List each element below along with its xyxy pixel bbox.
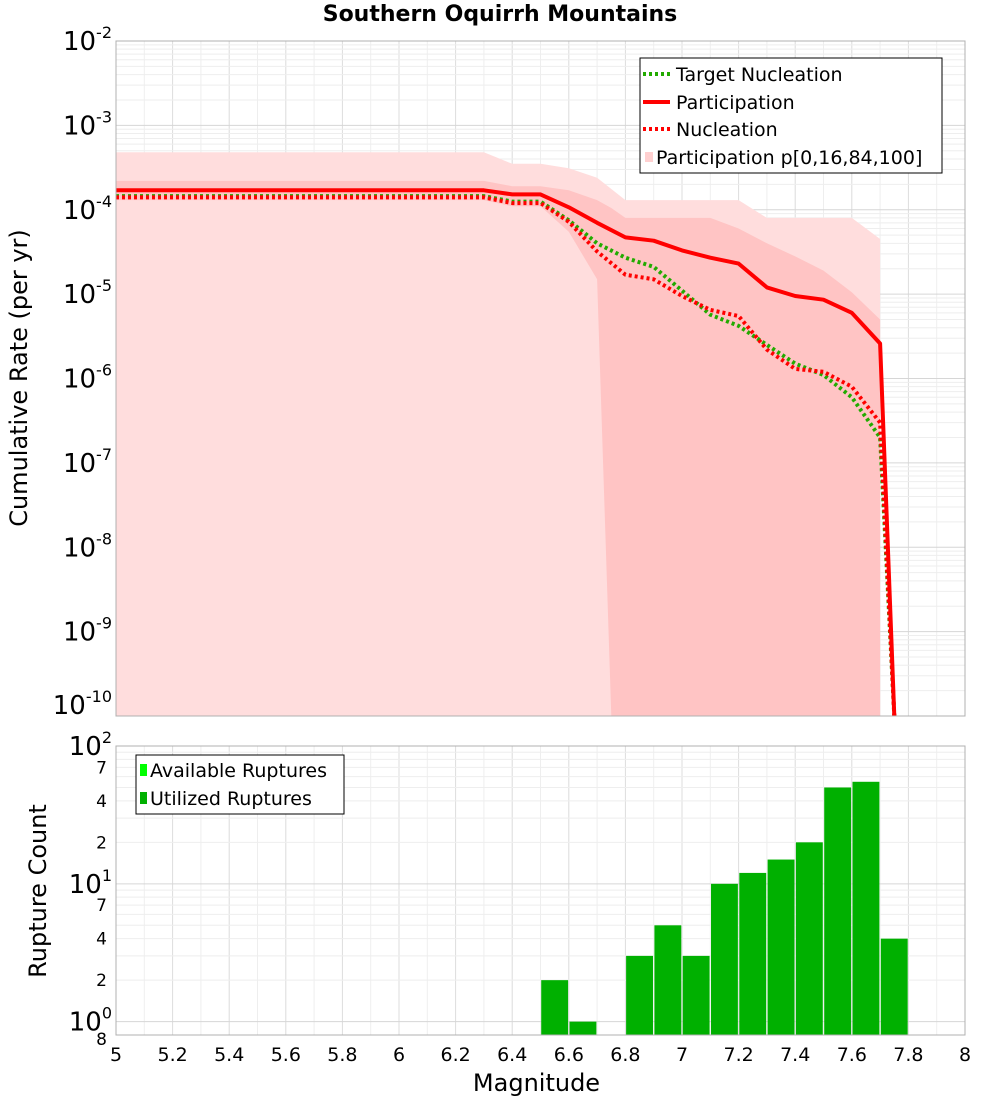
bottom-y-tick-label-exp: 1 bbox=[102, 866, 112, 885]
x-tick-label: 5.4 bbox=[214, 1044, 244, 1066]
x-tick-label: 5.2 bbox=[157, 1044, 187, 1066]
rupture-bar bbox=[824, 787, 852, 1035]
rupture-bar bbox=[569, 1021, 597, 1035]
bottom-y-tick-label-base: 10 bbox=[69, 870, 102, 900]
x-tick-label: 8 bbox=[959, 1044, 971, 1066]
x-axis-label: Magnitude bbox=[473, 1069, 600, 1097]
bottom-y-tick-label-exp: 0 bbox=[102, 1004, 112, 1023]
top-y-tick-label-base: 10 bbox=[63, 365, 96, 395]
line-nucleation bbox=[116, 195, 897, 716]
legend-label: Utilized Ruptures bbox=[150, 788, 312, 810]
top-y-tick-label-exp: -8 bbox=[96, 529, 112, 548]
rupture-bar bbox=[541, 980, 569, 1035]
rupture-bar bbox=[682, 955, 710, 1035]
top-y-tick-label-base: 10 bbox=[63, 27, 96, 57]
bottom-y-tick-label-base: 10 bbox=[69, 1008, 102, 1038]
uncertainty-bands bbox=[116, 152, 881, 716]
bottom-y-tick-label-exp: 2 bbox=[102, 728, 112, 747]
x-tick-label: 7.2 bbox=[723, 1044, 753, 1066]
x-tick-label: 6.4 bbox=[497, 1044, 527, 1066]
top-y-tick-label-exp: -3 bbox=[96, 107, 112, 126]
rupture-bar bbox=[852, 781, 880, 1035]
top-y-tick-label-exp: -9 bbox=[96, 614, 112, 633]
top-y-tick-label-base: 10 bbox=[63, 111, 96, 141]
top-y-tick-label-base: 10 bbox=[63, 280, 96, 310]
x-tick-label: 7.4 bbox=[780, 1044, 810, 1066]
legend-swatch bbox=[140, 792, 147, 804]
x-tick-label: 6 bbox=[393, 1044, 405, 1066]
top-y-tick-label: 10-8 bbox=[63, 529, 112, 563]
top-y-tick-label: 10-9 bbox=[63, 614, 112, 648]
top-y-tick-label-base: 10 bbox=[53, 691, 86, 721]
top-y-tick-label: 10-10 bbox=[53, 687, 112, 721]
bottom-y-minor-label: 4 bbox=[96, 930, 107, 950]
rupture-bar bbox=[626, 955, 653, 1035]
top-y-tick-label-exp: -4 bbox=[96, 192, 112, 211]
legend-label: Nucleation bbox=[676, 119, 778, 141]
legend-label: Available Ruptures bbox=[150, 760, 327, 782]
top-y-tick-label-base: 10 bbox=[63, 449, 96, 479]
rate-lines bbox=[116, 188, 897, 716]
bottom-y-minor-label: 2 bbox=[96, 971, 107, 991]
top-y-tick-label-exp: -5 bbox=[96, 276, 112, 295]
top-y-tick-label-exp: -7 bbox=[96, 445, 112, 464]
bottom-legend-box bbox=[135, 754, 345, 815]
x-tick-label: 5.6 bbox=[271, 1044, 301, 1066]
line-participation bbox=[116, 188, 897, 716]
legend-label: Target Nucleation bbox=[675, 64, 843, 86]
legend-label: Participation p[0,16,84,100] bbox=[656, 147, 922, 169]
bottom-y-minor-label: 4 bbox=[96, 792, 107, 812]
legend-swatch bbox=[645, 152, 653, 162]
rupture-bars bbox=[541, 781, 908, 1035]
x-tick-label: 7.6 bbox=[837, 1044, 867, 1066]
top-y-tick-label-exp: -6 bbox=[96, 361, 112, 380]
top-y-tick-label: 10-6 bbox=[63, 361, 112, 395]
legend-label: Participation bbox=[676, 92, 795, 114]
bottom-y-minor-label: 2 bbox=[96, 833, 107, 853]
x-tick-label: 5.8 bbox=[327, 1044, 357, 1066]
top-y-axis-label: Cumulative Rate (per yr) bbox=[5, 229, 33, 527]
x-tick-label: 5 bbox=[110, 1044, 122, 1066]
bottom-y-tick-label: 101 bbox=[69, 866, 112, 900]
top-legend-box bbox=[639, 57, 943, 174]
rupture-bar bbox=[767, 859, 795, 1035]
legend-swatch bbox=[140, 764, 147, 776]
top-y-tick-label: 10-5 bbox=[63, 276, 112, 310]
bottom-y-minor-label: 8 bbox=[96, 1030, 107, 1050]
top-y-tick-label-exp: -2 bbox=[96, 23, 112, 42]
top-plot-frame bbox=[115, 40, 966, 717]
bottom-y-tick-label: 100 bbox=[69, 1004, 112, 1038]
chart-title: Southern Oquirrh Mountains bbox=[322, 2, 678, 27]
x-tick-label: 6.2 bbox=[440, 1044, 470, 1066]
bottom-y-axis-label: Rupture Count bbox=[24, 804, 52, 978]
bottom-y-tick-label-base: 10 bbox=[69, 732, 102, 762]
top-y-tick-label: 10-3 bbox=[63, 107, 112, 141]
rupture-bar bbox=[654, 925, 682, 1035]
top-y-tick-label-base: 10 bbox=[63, 618, 96, 648]
x-tick-label: 7 bbox=[676, 1044, 688, 1066]
top-legend: Target Nucleation Participation Nucleation… bbox=[639, 57, 943, 174]
bottom-legend: Available Ruptures Utilized Ruptures bbox=[135, 754, 345, 815]
bottom-plot-frame bbox=[115, 745, 966, 1036]
top-y-tick-label-base: 10 bbox=[63, 533, 96, 563]
rupture-bar bbox=[880, 938, 908, 1035]
band-p16-p84 bbox=[116, 180, 881, 716]
x-tick-label: 6.8 bbox=[610, 1044, 640, 1066]
top-y-tick-label-exp: -10 bbox=[86, 687, 112, 706]
x-tick-label: 7.8 bbox=[893, 1044, 923, 1066]
bottom-y-tick-label: 102 bbox=[69, 728, 112, 762]
rupture-bar bbox=[795, 842, 823, 1035]
top-y-tick-label-base: 10 bbox=[63, 196, 96, 226]
bottom-y-minor-label: 7 bbox=[96, 896, 107, 916]
top-y-tick-label: 10-7 bbox=[63, 445, 112, 479]
bottom-y-minor-label: 7 bbox=[96, 758, 107, 778]
rupture-bar bbox=[711, 883, 738, 1035]
top-y-tick-label: 10-2 bbox=[63, 23, 112, 57]
rupture-bar bbox=[739, 872, 767, 1035]
top-y-tick-label: 10-4 bbox=[63, 192, 112, 226]
x-tick-label: 6.6 bbox=[554, 1044, 584, 1066]
